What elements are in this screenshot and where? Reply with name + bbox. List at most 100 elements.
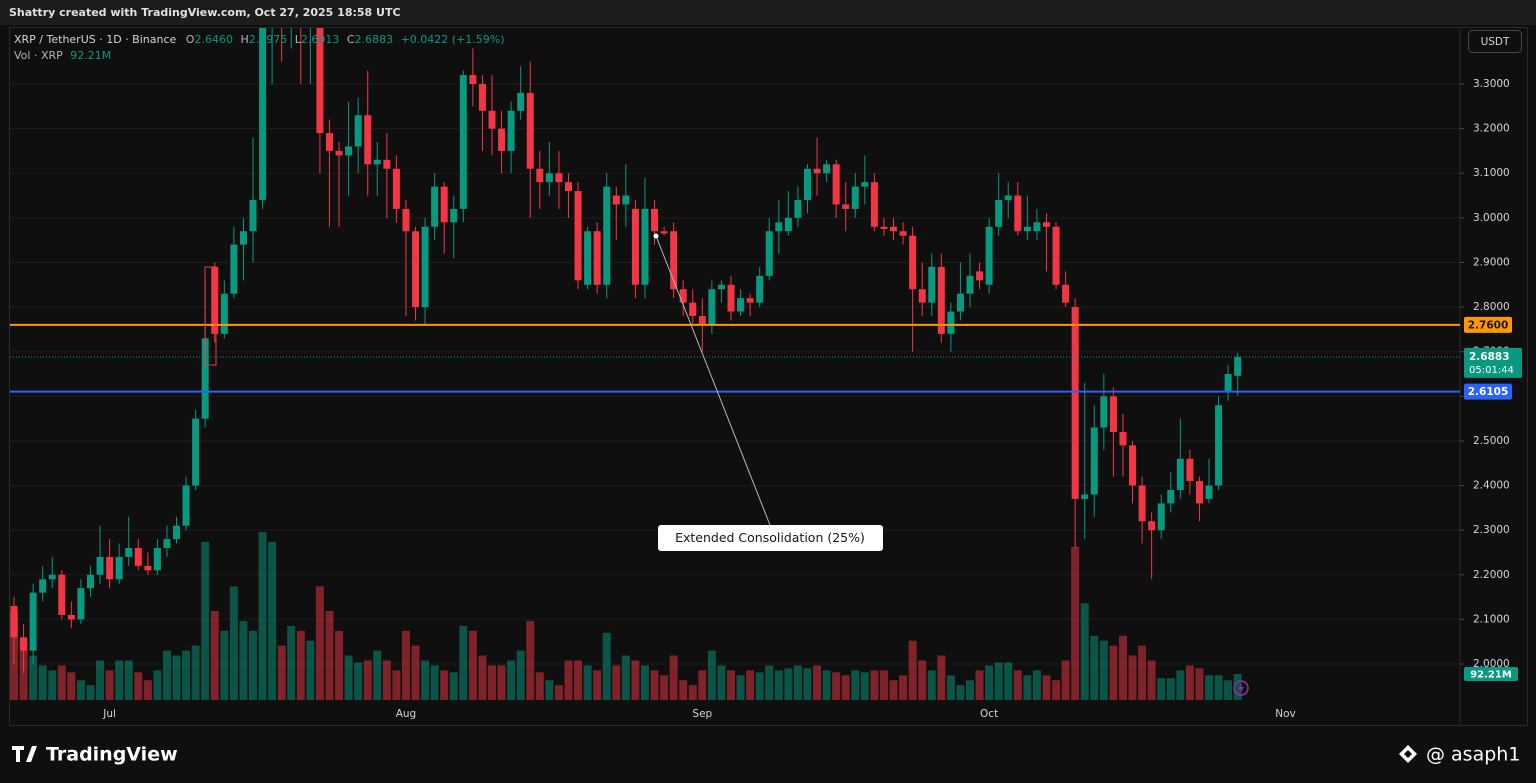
level-label: 2.7600 [1468, 319, 1509, 331]
volume-bar [48, 670, 57, 700]
volume-title: Vol · XRP [14, 49, 63, 62]
candle-body [526, 92, 534, 169]
volume-bar [1166, 678, 1175, 700]
volume-bar [440, 670, 449, 700]
candle-body [813, 168, 821, 174]
candle-body [517, 92, 525, 111]
candle-body [1224, 374, 1232, 392]
volume-bar [1061, 660, 1070, 700]
close-value: 2.6883 [355, 33, 394, 46]
candle-body [1023, 226, 1031, 232]
volume-bar [803, 668, 812, 700]
candle-body [192, 418, 200, 486]
candle-body [555, 173, 563, 183]
annotation-point [653, 233, 659, 239]
low-value: 2.6013 [301, 33, 340, 46]
volume-bar [335, 630, 344, 700]
y-tick-label: 2.9000 [1473, 256, 1510, 268]
y-tick-label: 2.5000 [1473, 435, 1510, 447]
volume-bar [459, 625, 468, 700]
volume-bar [937, 655, 946, 700]
volume-bar [488, 665, 496, 700]
candle-body [651, 208, 659, 232]
countdown: 05:01:44 [1469, 365, 1514, 376]
volume-bar [793, 665, 802, 700]
volume-bar [306, 640, 315, 700]
candle-body [937, 266, 945, 334]
candle-body [1100, 396, 1108, 428]
volume-bar [1023, 675, 1032, 700]
x-tick-label: Sep [692, 708, 712, 720]
volume-bar [229, 586, 238, 700]
volume-bar [239, 620, 248, 700]
candle-body [1148, 521, 1156, 531]
annotation-arrow [655, 235, 771, 526]
candle-body [134, 548, 142, 566]
watermark-logo [1399, 745, 1417, 763]
candle-body [211, 266, 219, 334]
currency-button[interactable] [1468, 30, 1522, 53]
candle-body [976, 271, 984, 281]
volume-bar [755, 672, 764, 700]
volume-bar [746, 670, 755, 700]
candle-body [77, 588, 85, 620]
volume-label-box [1464, 666, 1518, 681]
candle-body [698, 315, 706, 325]
volume-bar [650, 670, 659, 700]
candle-body [153, 548, 161, 571]
candle-body [574, 191, 582, 281]
y-tick-label: 2.2000 [1473, 569, 1510, 581]
candle-body [1014, 195, 1022, 232]
candle-body [1195, 481, 1203, 504]
volume-bar [373, 650, 382, 700]
candle-body [144, 565, 152, 571]
volume-bar [57, 665, 66, 700]
candle-body [928, 266, 936, 303]
candle-body [1186, 458, 1194, 482]
volume-bar [325, 611, 334, 700]
candle-body [1167, 490, 1175, 504]
y-tick-label: 3.0000 [1473, 212, 1510, 224]
candle-body [125, 548, 133, 557]
candle-body [794, 199, 802, 218]
credit: Shattry created with TradingView.com, Oc… [9, 6, 401, 19]
candle-body [995, 199, 1003, 227]
volume-bar [1224, 680, 1233, 700]
candle-body [612, 195, 620, 205]
volume-bar [354, 662, 363, 700]
event-icon-bolt [1238, 683, 1244, 693]
volume-bar [296, 630, 305, 700]
candle-body [507, 110, 515, 151]
volume-bar [249, 630, 257, 700]
open-label: O [186, 33, 195, 46]
volume-bar [1195, 668, 1204, 700]
candle-body [1138, 485, 1146, 522]
volume-bar [660, 675, 669, 700]
volume-bar [182, 650, 191, 700]
candle-body [593, 231, 601, 285]
volume-bar [679, 680, 688, 700]
volume-bar [908, 640, 917, 700]
candle-body [880, 226, 888, 229]
candle-body [803, 168, 811, 200]
candle-body [392, 168, 400, 209]
currency[interactable]: USDT [1481, 36, 1510, 48]
footer-bar [0, 726, 1536, 783]
legend-line: XRP / TetherUS · 1D · Binance O2.6460 H2… [14, 33, 505, 46]
volume-bar [153, 670, 162, 700]
candle-body [1052, 226, 1060, 285]
high-label: H [240, 33, 248, 46]
volume-bar [1233, 673, 1242, 700]
candle-body [708, 289, 716, 325]
volume-bar [1214, 675, 1223, 700]
candle-body [584, 231, 592, 285]
volume-bar [717, 665, 726, 700]
candle-body [756, 275, 764, 303]
candle-body [488, 110, 496, 129]
last-price-box [1464, 347, 1522, 378]
event-icon[interactable] [1233, 680, 1249, 696]
candle-body [631, 208, 639, 285]
volume-bar [774, 670, 783, 700]
candle-body [727, 284, 735, 312]
volume-bar [115, 660, 124, 700]
